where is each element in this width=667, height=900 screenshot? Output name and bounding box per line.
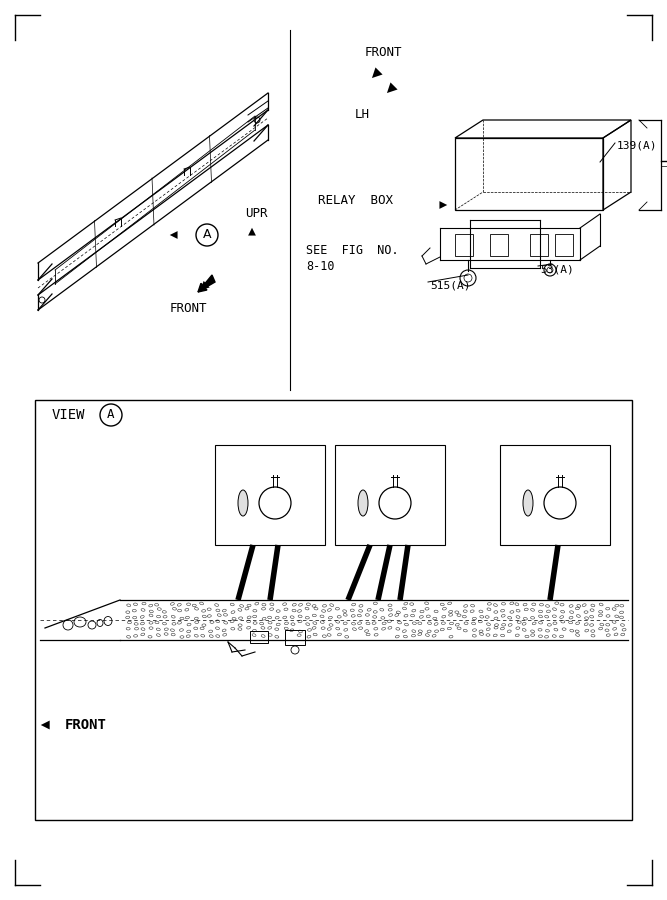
Ellipse shape (238, 490, 248, 516)
Text: UPR: UPR (245, 207, 267, 220)
Text: 53(A): 53(A) (540, 265, 574, 275)
Text: SEE  FIG  NO.: SEE FIG NO. (306, 244, 399, 256)
Bar (35, 400, 632, 820)
Text: 8-10: 8-10 (306, 260, 334, 274)
Text: A: A (203, 229, 211, 241)
Polygon shape (198, 275, 215, 292)
Bar (530, 234, 548, 256)
Text: FRONT: FRONT (365, 46, 402, 58)
Bar (555, 234, 573, 256)
Bar (285, 630, 305, 645)
Text: FRONT: FRONT (65, 718, 107, 732)
Text: FRONT: FRONT (170, 302, 207, 314)
Text: 48(A): 48(A) (253, 455, 287, 465)
Bar (455, 234, 473, 256)
Text: 48(A): 48(A) (373, 455, 407, 465)
Bar (250, 631, 268, 643)
Bar (335, 445, 445, 545)
Text: VIEW: VIEW (52, 408, 85, 422)
Text: 515(A): 515(A) (430, 280, 470, 290)
Text: 48(A): 48(A) (538, 455, 572, 465)
Polygon shape (198, 284, 207, 292)
Bar (500, 445, 610, 545)
Bar (490, 234, 508, 256)
Text: A: A (107, 409, 115, 421)
Text: LH: LH (355, 109, 370, 122)
Bar (215, 445, 325, 545)
Text: 139(A): 139(A) (617, 140, 658, 150)
Ellipse shape (358, 490, 368, 516)
Text: RELAY  BOX: RELAY BOX (318, 194, 393, 206)
Ellipse shape (523, 490, 533, 516)
